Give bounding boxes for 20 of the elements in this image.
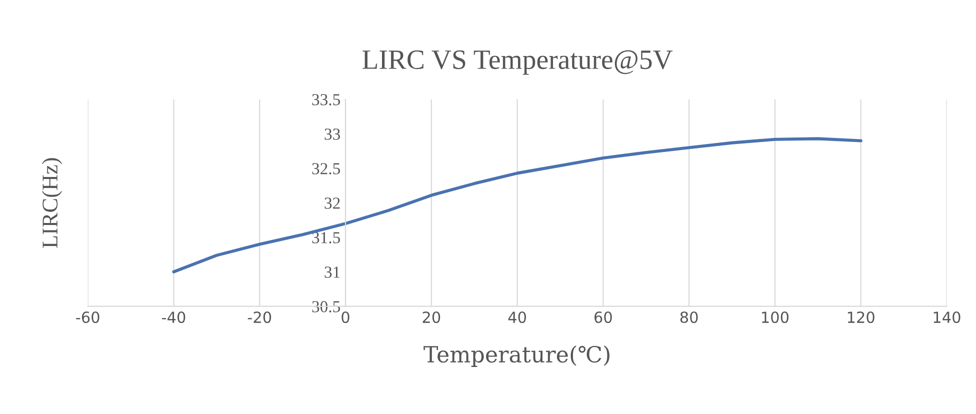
y-tick-label: 31.5 — [312, 232, 340, 244]
x-tick-label: 20 — [422, 311, 440, 324]
x-axis-title: Temperature(℃) — [424, 345, 610, 367]
y-tick-label: 31 — [324, 266, 340, 278]
x-tick-label: 40 — [508, 311, 526, 324]
x-tick-label: 140 — [934, 311, 960, 324]
x-tick-label: 0 — [342, 311, 350, 324]
y-tick-label: 32 — [324, 198, 340, 209]
y-tick-label: 32.5 — [312, 163, 340, 174]
x-tick-label: -20 — [248, 311, 272, 324]
x-tick-label: 120 — [848, 311, 874, 324]
y-tick-label: 33.5 — [312, 94, 340, 106]
x-tick-label: -60 — [76, 311, 100, 324]
x-tick-label: 80 — [680, 311, 698, 324]
y-axis-title: LIRC(Hz) — [42, 158, 62, 248]
x-tick-label: 60 — [594, 311, 612, 324]
y-tick-label: 33 — [324, 128, 340, 140]
x-tick-label: 100 — [762, 311, 789, 324]
chart-title: LIRC VS Temperature@5V — [362, 50, 673, 75]
x-tick-label: -40 — [162, 311, 186, 324]
